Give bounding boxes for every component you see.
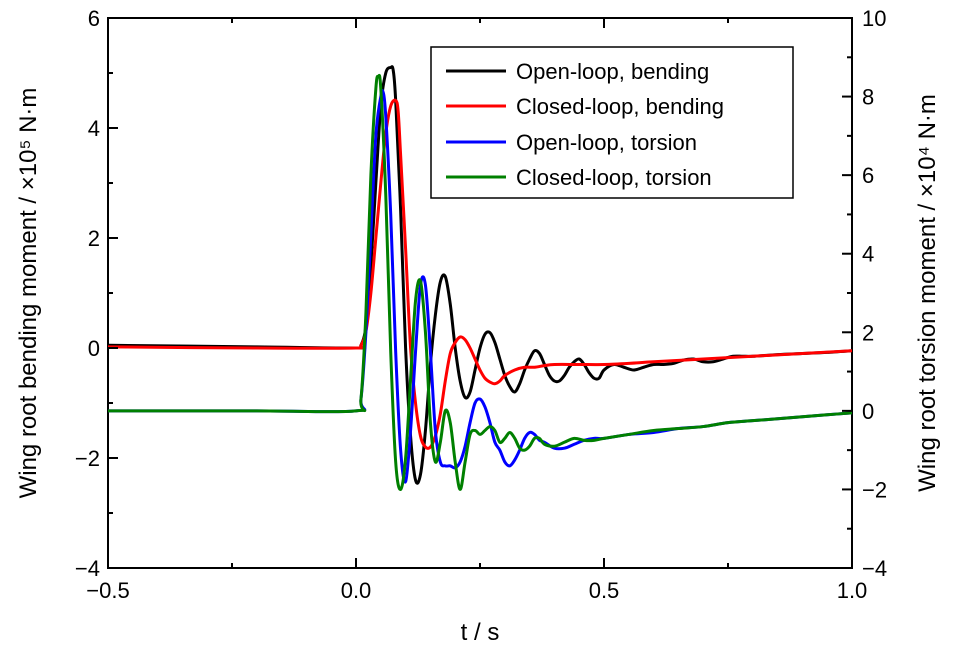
y-right-tick-label: 10	[862, 6, 886, 31]
y-left-tick-label: 2	[88, 226, 100, 251]
series-layer	[107, 65, 853, 491]
legend-label: Closed-loop, bending	[516, 94, 724, 119]
x-tick-label: 1.0	[837, 578, 868, 603]
x-tick-label: 0.5	[589, 578, 620, 603]
x-tick-labels: −0.5 0.0 0.5 1.0	[86, 578, 867, 603]
y-right-tick-label: 2	[862, 320, 874, 345]
y-left-tick-labels: −4 −2 0 2 4 6	[75, 6, 100, 581]
x-axis-title: t / s	[461, 619, 500, 646]
legend-label: Open-loop, torsion	[516, 130, 697, 155]
y-right-tick-label: 4	[862, 242, 874, 267]
series-line-open-loop-bending	[107, 65, 853, 485]
series-line-closed-loop-torsion	[107, 73, 853, 491]
legend-label: Closed-loop, torsion	[516, 165, 712, 190]
y-right-tick-labels: −4 −2 0 2 4 6 8 10	[862, 6, 887, 581]
y-right-tick-label: −4	[862, 556, 887, 581]
y-right-tick-label: 8	[862, 85, 874, 110]
legend-label: Open-loop, bending	[516, 59, 709, 84]
y-left-axis-title: Wing root bending moment / ×10⁵ N·m	[15, 88, 42, 499]
y-right-tick-label: 6	[862, 163, 874, 188]
legend-entry: Closed-loop, bending	[446, 94, 724, 119]
y-right-tick-label: −2	[862, 477, 887, 502]
legend-entry: Open-loop, bending	[446, 59, 709, 84]
y-right-axis-title: Wing root torsion moment / ×10⁴ N·m	[914, 94, 941, 492]
x-tick-label: 0.0	[341, 578, 372, 603]
legend-entry: Closed-loop, torsion	[446, 165, 712, 190]
x-tick-label: −0.5	[86, 578, 129, 603]
y-left-tick-label: 4	[88, 116, 100, 141]
y-right-tick-label: 0	[862, 399, 874, 424]
y-left-tick-label: −4	[75, 556, 100, 581]
legend-entry: Open-loop, torsion	[446, 130, 697, 155]
y-left-tick-label: 0	[88, 336, 100, 361]
tick-layer	[107, 17, 853, 569]
series-line-closed-loop-bending	[107, 98, 853, 450]
y-left-tick-label: 6	[88, 6, 100, 31]
y-left-tick-label: −2	[75, 446, 100, 471]
legend: Open-loop, bending Closed-loop, bending …	[430, 46, 794, 199]
